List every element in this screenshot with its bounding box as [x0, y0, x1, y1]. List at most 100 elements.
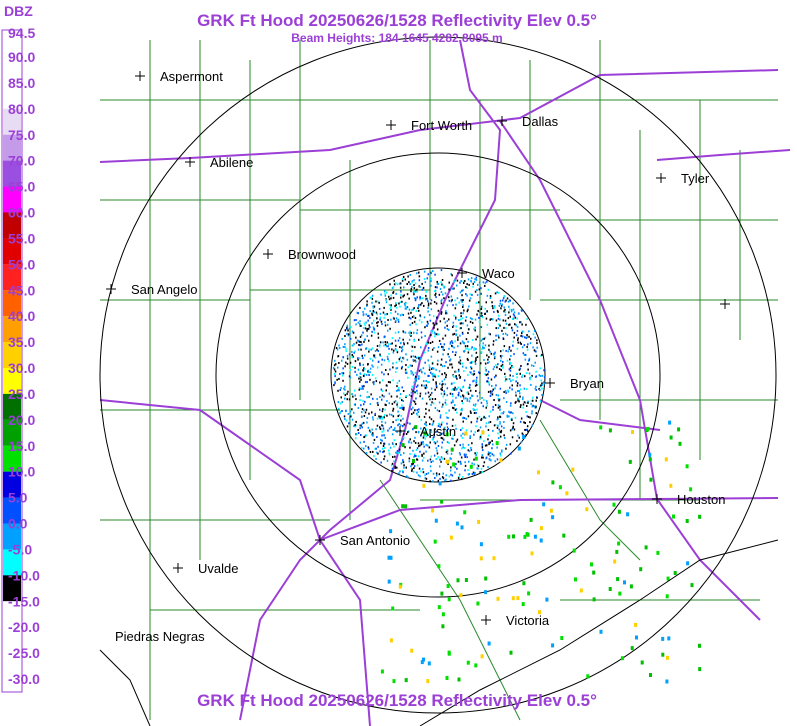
- echo-pixel: [471, 339, 474, 342]
- echo-pixel: [448, 318, 450, 321]
- echo-pixel: [457, 394, 460, 397]
- echo-pixel: [413, 315, 415, 318]
- echo-pixel: [366, 300, 368, 303]
- echo-pixel: [513, 331, 516, 334]
- subtitle: Beam Heights: 184 1645 4282 8095 m: [291, 31, 502, 45]
- echo-pixel: [515, 334, 518, 337]
- echo-pixel: [457, 338, 459, 341]
- echo-pixel: [416, 288, 418, 291]
- legend-label: 60.0: [8, 205, 35, 221]
- echo-pixel: [504, 437, 506, 439]
- echo-pixel: [443, 286, 445, 289]
- echo-pixel: [489, 297, 492, 300]
- echo-pixel: [520, 365, 522, 367]
- echo-pixel: [468, 400, 471, 403]
- echo-pixel: [533, 329, 536, 332]
- echo-pixel: [428, 313, 431, 316]
- echo-pixel: [406, 283, 408, 285]
- echo-pixel: [349, 332, 351, 335]
- echo-pixel: [446, 452, 449, 455]
- echo-pixel: [400, 406, 402, 409]
- echo-pixel: [422, 471, 425, 474]
- echo-pixel: [419, 297, 421, 300]
- echo-pixel: [509, 369, 512, 372]
- echo-cell: [404, 678, 408, 683]
- echo-cell: [613, 559, 617, 564]
- echo-pixel: [459, 281, 461, 284]
- echo-pixel: [346, 362, 349, 365]
- echo-pixel: [402, 295, 404, 298]
- echo-pixel: [458, 319, 460, 322]
- echo-pixel: [439, 414, 442, 417]
- echo-pixel: [449, 469, 452, 472]
- echo-pixel: [487, 466, 489, 469]
- echo-pixel: [486, 380, 489, 383]
- echo-pixel: [397, 339, 400, 342]
- echo-pixel: [518, 390, 520, 392]
- echo-pixel: [425, 298, 427, 301]
- echo-pixel: [360, 324, 362, 327]
- echo-pixel: [527, 343, 529, 346]
- echo-pixel: [507, 300, 510, 303]
- echo-pixel: [410, 290, 412, 293]
- echo-pixel: [366, 328, 368, 330]
- echo-pixel: [351, 365, 354, 368]
- echo-pixel: [526, 345, 528, 348]
- echo-pixel: [414, 355, 417, 358]
- echo-pixel: [425, 421, 427, 424]
- echo-pixel: [424, 281, 427, 284]
- echo-pixel: [540, 379, 542, 382]
- echo-pixel: [440, 456, 443, 459]
- echo-pixel: [512, 412, 514, 415]
- echo-pixel: [372, 305, 375, 308]
- echo-pixel: [370, 393, 372, 396]
- radar-echoes: [332, 269, 702, 684]
- echo-pixel: [528, 357, 531, 360]
- echo-pixel: [397, 320, 400, 323]
- echo-pixel: [477, 429, 479, 432]
- echo-pixel: [409, 438, 411, 441]
- echo-pixel: [431, 423, 434, 426]
- echo-pixel: [401, 278, 404, 281]
- echo-pixel: [489, 421, 492, 423]
- echo-pixel: [354, 425, 357, 428]
- echo-pixel: [492, 340, 495, 343]
- echo-pixel: [352, 331, 355, 334]
- echo-pixel: [467, 415, 470, 418]
- echo-pixel: [515, 372, 518, 375]
- echo-pixel: [361, 343, 363, 346]
- echo-pixel: [433, 315, 435, 318]
- echo-pixel: [418, 375, 420, 378]
- echo-cell: [551, 480, 555, 485]
- echo-pixel: [349, 431, 351, 434]
- echo-pixel: [396, 430, 398, 433]
- echo-pixel: [492, 443, 494, 446]
- echo-pixel: [419, 444, 421, 447]
- echo-pixel: [469, 297, 472, 300]
- color-bar: [1, 29, 23, 693]
- echo-pixel: [526, 415, 528, 418]
- echo-pixel: [455, 351, 457, 354]
- echo-pixel: [401, 404, 403, 407]
- echo-pixel: [480, 471, 482, 474]
- echo-pixel: [486, 404, 488, 407]
- echo-pixel: [402, 357, 405, 360]
- echo-pixel: [365, 373, 368, 376]
- echo-pixel: [515, 391, 517, 394]
- echo-pixel: [487, 453, 490, 456]
- echo-pixel: [365, 313, 367, 316]
- echo-pixel: [463, 397, 465, 400]
- echo-pixel: [459, 388, 462, 391]
- echo-pixel: [511, 329, 514, 332]
- echo-pixel: [456, 284, 458, 287]
- echo-pixel: [357, 358, 359, 361]
- echo-pixel: [335, 347, 338, 349]
- echo-cell: [516, 596, 520, 601]
- echo-pixel: [526, 336, 528, 339]
- echo-pixel: [480, 308, 483, 310]
- echo-pixel: [428, 433, 430, 436]
- echo-pixel: [372, 365, 374, 368]
- echo-pixel: [440, 312, 443, 315]
- echo-pixel: [444, 321, 447, 324]
- echo-pixel: [481, 454, 484, 457]
